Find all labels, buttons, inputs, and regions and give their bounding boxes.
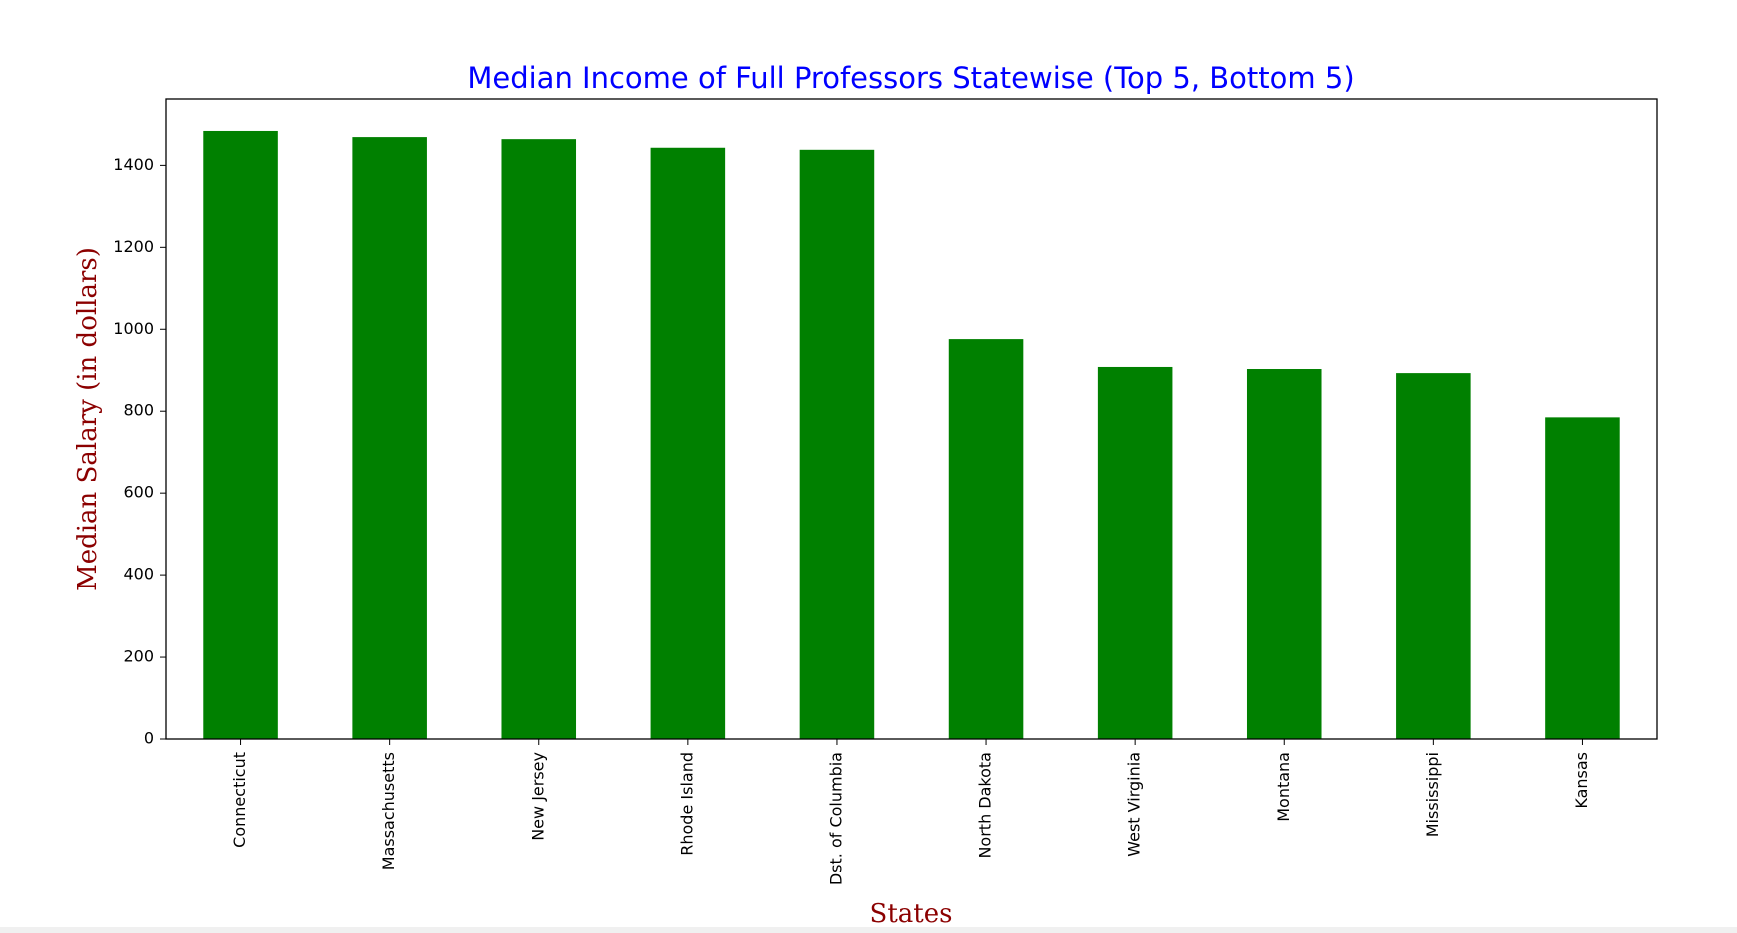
x-tick-label: Dst. of Columbia xyxy=(826,752,845,885)
bar-rhode-island xyxy=(650,147,726,739)
y-axis-label: Median Salary (in dollars) xyxy=(73,247,103,591)
bar-mississippi xyxy=(1396,373,1471,739)
x-axis: Connecticut Massachusetts New Jersey Rhode … xyxy=(230,739,1591,885)
x-axis-label: States xyxy=(870,899,953,929)
bottom-strip xyxy=(0,927,1737,933)
x-tick-label: Mississippi xyxy=(1423,752,1442,837)
plot-frame xyxy=(165,98,1658,740)
x-tick-label: Rhode Island xyxy=(677,752,696,856)
y-tick-label: 1000 xyxy=(113,319,154,338)
bar-massachusetts xyxy=(352,137,427,740)
y-tick-label: 800 xyxy=(123,401,154,420)
y-tick-label: 200 xyxy=(123,647,154,666)
bar-north-dakota xyxy=(948,339,1024,739)
bar-new-jersey xyxy=(501,139,577,739)
bar-montana xyxy=(1246,369,1322,739)
x-tick-label: North Dakota xyxy=(976,752,995,859)
x-tick-label: Montana xyxy=(1274,752,1293,822)
x-tick-label: Massachusetts xyxy=(379,752,398,870)
y-tick-label: 1400 xyxy=(113,155,154,174)
x-tick-label: West Virginia xyxy=(1125,752,1144,857)
y-tick-label: 0 xyxy=(144,729,154,748)
x-tick-label: Kansas xyxy=(1572,752,1591,809)
y-tick-label: 1200 xyxy=(113,237,154,256)
chart-title: Median Income of Full Professors Statewi… xyxy=(467,61,1354,95)
bar-connecticut xyxy=(203,130,278,739)
bar-kansas xyxy=(1545,417,1620,739)
bar-dst-of-columbia xyxy=(799,149,875,739)
x-tick-label: Connecticut xyxy=(230,752,249,848)
y-axis: 0 200 400 600 800 1000 1200 1400 xyxy=(113,155,166,748)
y-tick-label: 600 xyxy=(123,483,154,502)
bars-layer xyxy=(203,130,1620,740)
x-tick-label: New Jersey xyxy=(528,752,547,841)
bar-west-virginia xyxy=(1097,366,1173,739)
y-tick-label: 400 xyxy=(123,565,154,584)
